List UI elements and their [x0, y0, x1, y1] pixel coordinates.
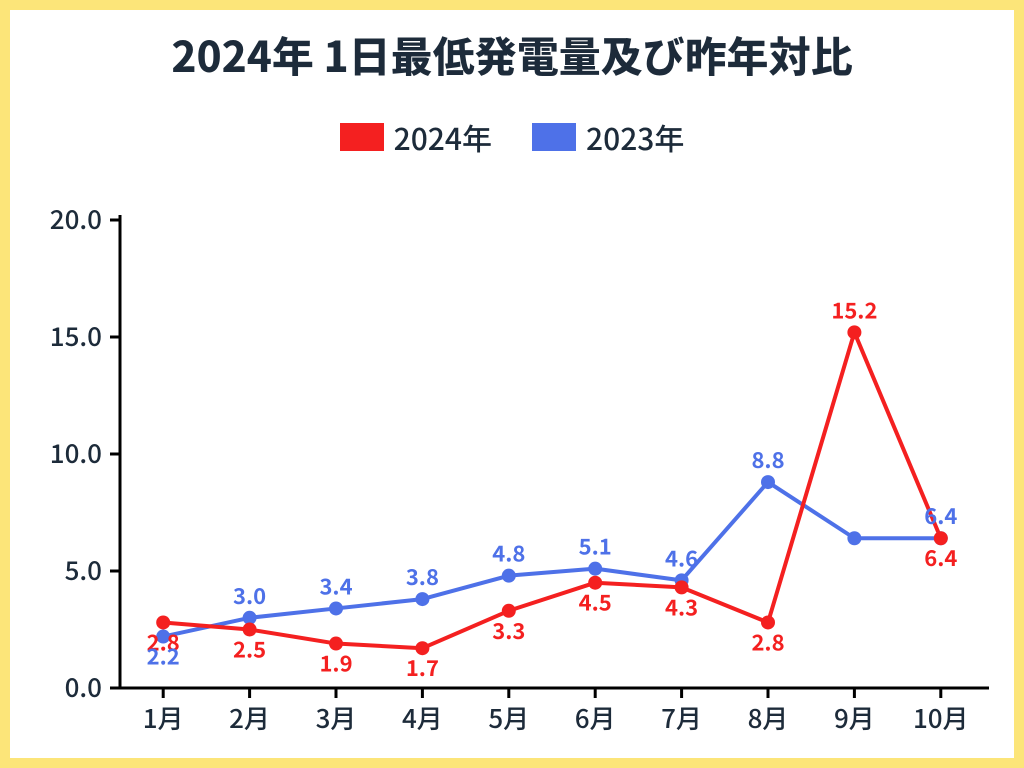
y-tick-label: 5.0: [65, 551, 102, 588]
data-label-2024年: 3.3: [492, 614, 525, 646]
x-tick-label: 9月: [834, 699, 875, 736]
data-label-2023年: 3.4: [319, 569, 352, 601]
data-label-2023年: 6.4: [924, 499, 957, 531]
data-label-2023年: 8.8: [751, 443, 784, 475]
y-tick-label: 0.0: [65, 668, 102, 705]
x-tick-label: 7月: [661, 699, 702, 736]
series-marker-2023年: [588, 562, 602, 576]
series-marker-2023年: [415, 592, 429, 606]
series-marker-2023年: [761, 475, 775, 489]
legend-label-2023: 2023年: [586, 115, 684, 159]
data-label-2024年: 1.9: [319, 647, 352, 679]
legend-swatch-2023: [532, 123, 576, 151]
data-label-2024年: 4.3: [665, 590, 698, 622]
chart-title: 2024年 1日最低発電量及び昨年対比: [10, 24, 1014, 85]
x-tick-label: 4月: [402, 699, 443, 736]
data-label-2024年: 1.7: [406, 651, 439, 683]
data-label-2023年: 3.0: [233, 579, 266, 611]
data-label-2023年: 5.1: [579, 530, 612, 562]
series-marker-2023年: [329, 601, 343, 615]
data-label-2023年: 3.8: [406, 560, 439, 592]
data-label-2023年: 4.8: [492, 537, 525, 569]
series-marker-2023年: [847, 531, 861, 545]
legend-item-2024: 2024年: [340, 115, 492, 159]
series-line-2023年: [163, 482, 941, 636]
chart-svg: 0.0 5.0 10.0 15.0 20.0 1月 2月 3月 4月 5月 6月 7月 8月 9月 10月 2…: [10, 210, 1014, 758]
data-label-2023年: 4.6: [665, 541, 698, 573]
y-tick-label: 20.0: [50, 210, 102, 237]
data-label-2024年: 2.8: [751, 625, 784, 657]
data-label-2024年: 6.4: [924, 541, 957, 573]
chart-plot-area: 0.0 5.0 10.0 15.0 20.0 1月 2月 3月 4月 5月 6月 7月 8月 9月 10月 2…: [10, 210, 1014, 758]
x-tick-label: 10月: [913, 699, 969, 736]
legend-label-2024: 2024年: [394, 115, 492, 159]
legend: 2024年 2023年: [10, 115, 1014, 159]
legend-item-2023: 2023年: [532, 115, 684, 159]
series-marker-2023年: [502, 569, 516, 583]
chart-card: 2024年 1日最低発電量及び昨年対比 2024年 2023年 0.0 5.0 10…: [0, 0, 1024, 768]
x-tick-label: 6月: [575, 699, 616, 736]
y-tick-label: 15.0: [50, 317, 102, 354]
data-label-2024年: 15.2: [831, 293, 877, 325]
x-tick-label: 5月: [488, 699, 529, 736]
x-tick-label: 1月: [143, 699, 184, 736]
series-line-2024年: [163, 332, 941, 648]
data-label-2023年: 2.2: [147, 640, 180, 672]
data-label-2024年: 2.5: [233, 633, 266, 665]
series-marker-2024年: [847, 325, 861, 339]
data-label-2024年: 4.5: [579, 586, 612, 618]
y-tick-label: 10.0: [50, 434, 102, 471]
x-tick-label: 2月: [229, 699, 270, 736]
legend-swatch-2024: [340, 123, 384, 151]
x-tick-label: 3月: [316, 699, 357, 736]
x-tick-label: 8月: [748, 699, 789, 736]
